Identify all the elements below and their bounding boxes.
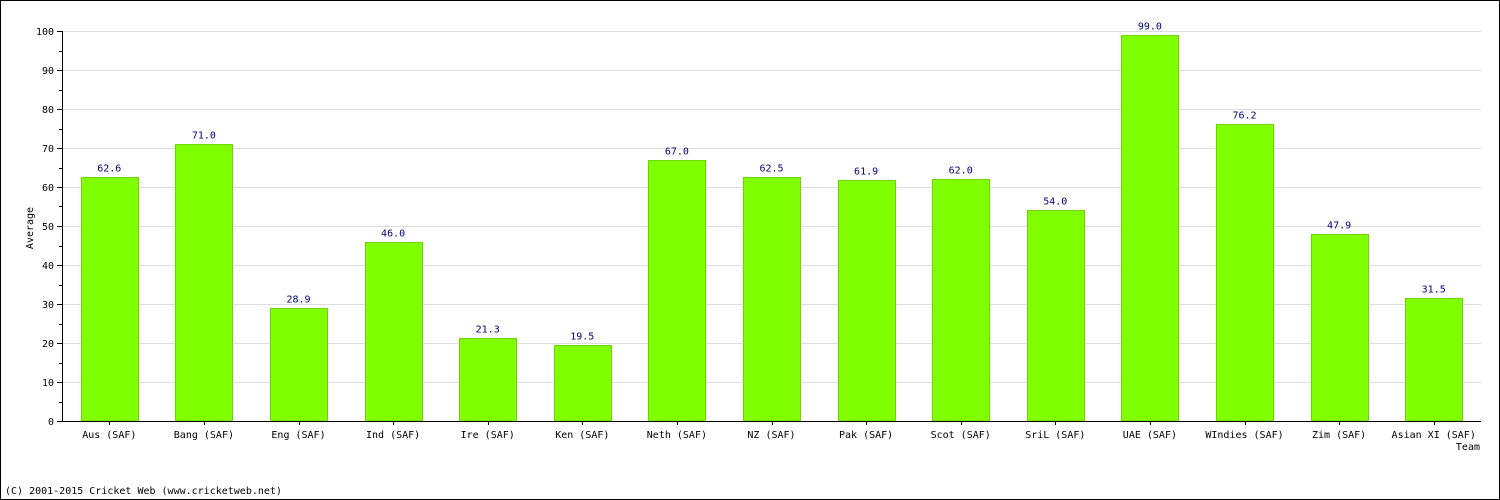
- bar-value-label: 19.5: [570, 332, 594, 343]
- bar: [459, 338, 517, 422]
- x-axis-label: Team: [1456, 442, 1480, 453]
- bar: [81, 177, 139, 422]
- y-axis-label: Average: [25, 207, 36, 249]
- bar: [932, 179, 990, 422]
- y-tick-label: 50: [42, 222, 54, 233]
- y-tick-label: 10: [42, 378, 54, 389]
- axes: 0 10 20 30 40 50 60 70 80 90 100 Aus (SAF) Bang (SAF…: [36, 27, 1481, 441]
- bar: [365, 242, 423, 422]
- x-tick-label: Eng (SAF): [271, 430, 325, 441]
- y-tick-label: 0: [48, 417, 54, 428]
- x-tick-label: Neth (SAF): [647, 430, 707, 441]
- bar-value-label: 62.5: [759, 164, 783, 175]
- y-tick-label: 90: [42, 66, 54, 77]
- bar-value-label: 21.3: [476, 325, 500, 336]
- bar: [175, 144, 233, 422]
- bar-value-label: 62.6: [97, 164, 121, 175]
- y-tick-label: 100: [36, 27, 54, 38]
- bar-value-label: 46.0: [381, 229, 405, 240]
- bar-value-label: 62.0: [949, 166, 973, 177]
- bar: [743, 177, 801, 422]
- x-tick-label: Aus (SAF): [82, 430, 136, 441]
- copyright-text: (C) 2001-2015 Cricket Web (www.cricketwe…: [5, 486, 282, 497]
- bars: [81, 35, 1463, 422]
- bar: [648, 160, 706, 422]
- bar-value-label: 76.2: [1232, 111, 1256, 122]
- x-tick-label: Zim (SAF): [1312, 430, 1366, 441]
- x-tick-label: UAE (SAF): [1123, 430, 1177, 441]
- x-tick-label: WIndies (SAF): [1205, 430, 1283, 441]
- y-tick-label: 30: [42, 300, 54, 311]
- bar: [1405, 298, 1463, 422]
- y-tick-label: 80: [42, 105, 54, 116]
- bar-value-label: 54.0: [1043, 197, 1067, 208]
- x-tick-label: Pak (SAF): [839, 430, 893, 441]
- bar: [1121, 35, 1179, 422]
- bar-value-label: 28.9: [286, 295, 310, 306]
- x-tick-label: SriL (SAF): [1025, 430, 1085, 441]
- bar: [1311, 234, 1369, 422]
- bar: [1216, 124, 1274, 422]
- bar-value-label: 99.0: [1138, 22, 1162, 33]
- bar-value-label: 61.9: [854, 167, 878, 178]
- y-tick-label: 40: [42, 261, 54, 272]
- y-tick-label: 60: [42, 183, 54, 194]
- bar-value-label: 67.0: [665, 147, 689, 158]
- y-tick-label: 70: [42, 144, 54, 155]
- bar-value-label: 47.9: [1327, 221, 1351, 232]
- x-tick-label: Scot (SAF): [931, 430, 991, 441]
- x-tick-label: Ind (SAF): [366, 430, 420, 441]
- x-tick-label: Asian XI (SAF): [1392, 430, 1476, 441]
- value-labels: 62.6 71.0 28.9 46.0 21.3 19.5 67.0 62.5 61.9 62.0…: [97, 22, 1445, 343]
- x-tick-label: Bang (SAF): [174, 430, 234, 441]
- bar: [838, 180, 896, 422]
- bar: [554, 345, 612, 422]
- bar: [1027, 210, 1085, 422]
- bar: [270, 308, 328, 422]
- x-tick-label: NZ (SAF): [747, 430, 795, 441]
- x-tick-label: Ire (SAF): [461, 430, 515, 441]
- x-tick-label: Ken (SAF): [555, 430, 609, 441]
- bar-value-label: 71.0: [192, 131, 216, 142]
- bar-value-label: 31.5: [1422, 285, 1446, 296]
- y-tick-label: 20: [42, 339, 54, 350]
